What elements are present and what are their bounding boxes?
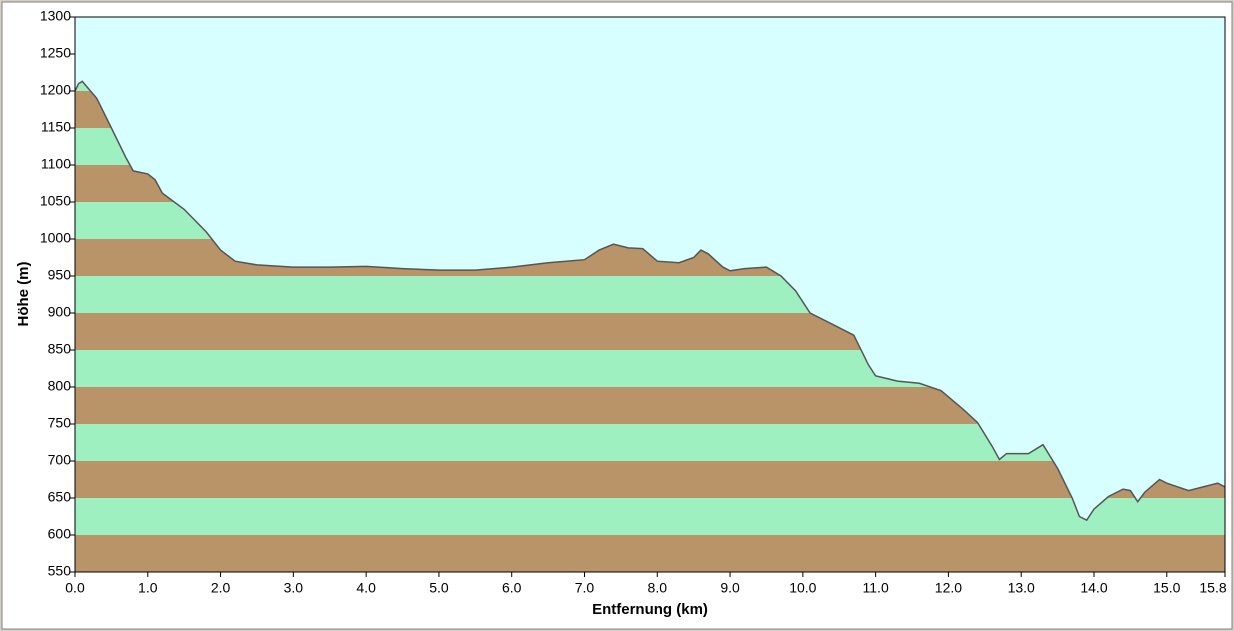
x-tick-label: 8.0 (648, 580, 668, 596)
y-tick-label: 800 (48, 378, 72, 394)
x-tick-label: 10.0 (789, 580, 816, 596)
y-tick-label: 900 (48, 304, 72, 320)
x-tick-label: 0.0 (65, 580, 85, 596)
x-tick-label: 6.0 (502, 580, 522, 596)
y-tick-label: 850 (48, 341, 72, 357)
x-tick-label: 7.0 (575, 580, 595, 596)
y-tick-label: 950 (48, 267, 72, 283)
y-axis-label: Höhe (m) (15, 262, 32, 327)
x-tick-label: 13.0 (1008, 580, 1035, 596)
y-tick-label: 550 (48, 563, 72, 579)
x-tick-label: 3.0 (284, 580, 304, 596)
y-tick-label: 700 (48, 452, 72, 468)
x-axis-label: Entfernung (km) (592, 601, 708, 618)
y-tick-label: 750 (48, 415, 72, 431)
x-tick-label: 4.0 (356, 580, 376, 596)
band (75, 535, 1225, 572)
y-tick-label: 1250 (40, 45, 71, 61)
y-tick-label: 1100 (41, 156, 71, 172)
band (75, 461, 1225, 498)
x-tick-label: 12.0 (935, 580, 962, 596)
plot-frame (74, 16, 1226, 573)
profile-line (74, 80, 1226, 522)
x-tick-label: 11.0 (863, 580, 889, 596)
x-tick-label: 2.0 (211, 580, 231, 596)
y-tick-label: 1050 (40, 193, 71, 209)
y-tick-label: 1300 (40, 8, 71, 24)
y-tick-label: 1200 (40, 82, 71, 98)
x-tick-label: 15.0 (1153, 580, 1180, 596)
x-tick-label: 14.0 (1080, 580, 1107, 596)
x-tick-label: 9.0 (720, 580, 740, 596)
x-tick-label: 15.8 (1199, 580, 1226, 596)
x-tick-label: 1.0 (138, 580, 158, 596)
band (75, 498, 1225, 535)
y-tick-label: 600 (48, 526, 72, 542)
y-tick-label: 1150 (41, 119, 71, 135)
y-tick-label: 650 (48, 489, 72, 505)
y-tick-label: 1000 (40, 230, 71, 246)
x-tick-label: 5.0 (429, 580, 449, 596)
